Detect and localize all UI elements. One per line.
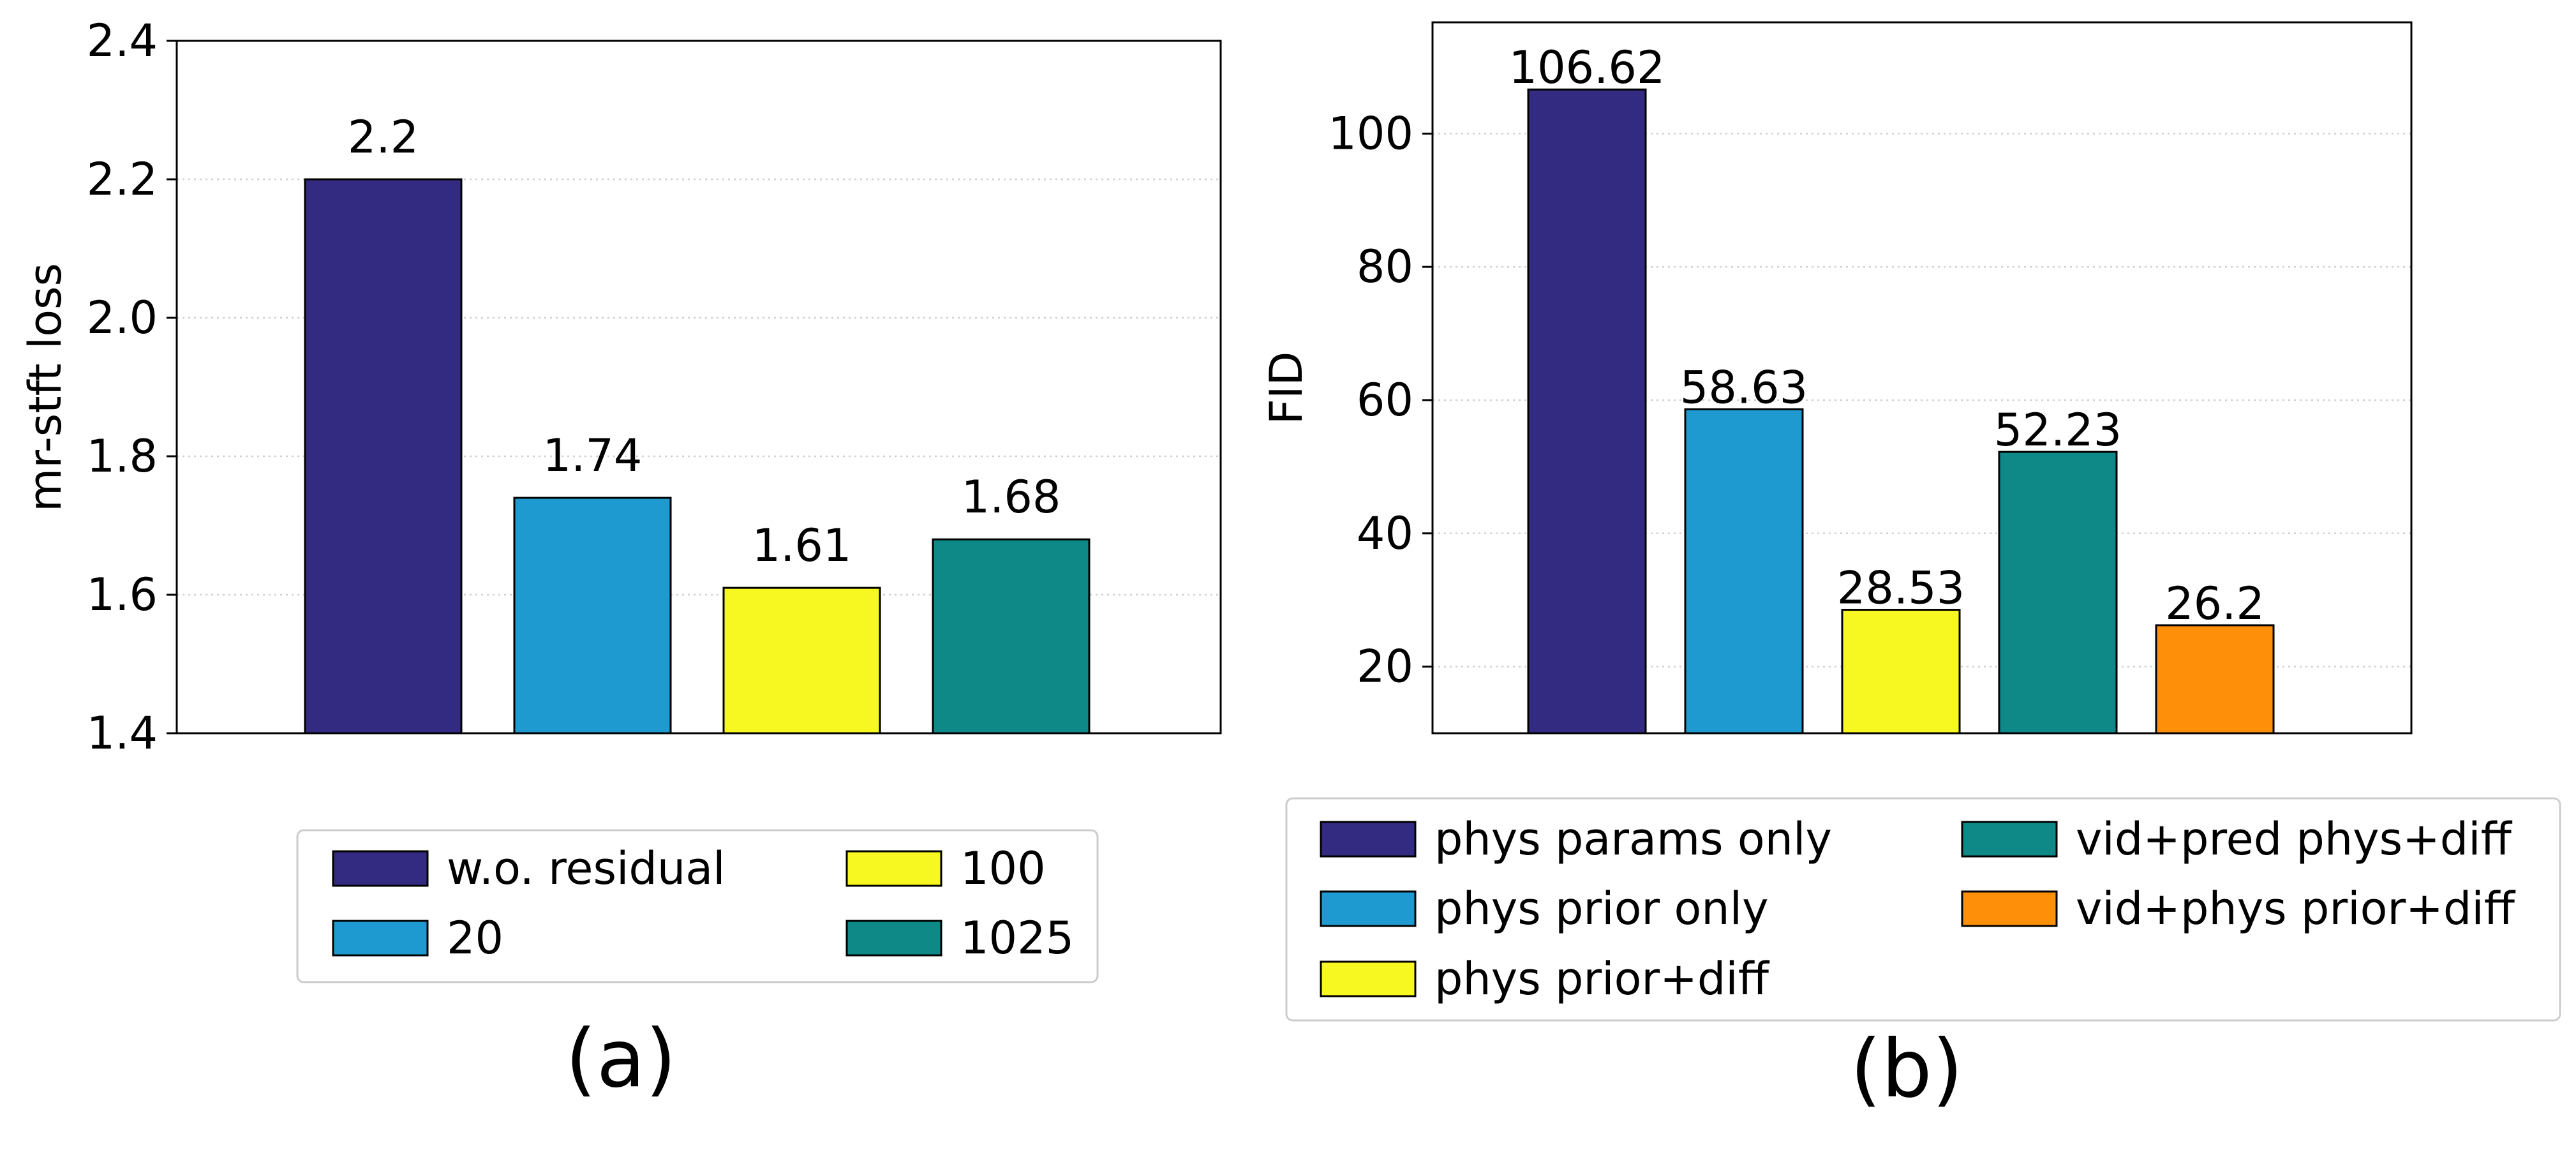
- chart-b-y-axis: 20 40 60 80 100: [1328, 107, 1433, 693]
- chart-b-data-label: 106.62: [1509, 41, 1665, 94]
- chart-a-data-label: 1.68: [962, 471, 1061, 523]
- chart-a-plot-frame: [175, 40, 1222, 735]
- chart-a-bar: [932, 538, 1091, 735]
- chart-b-y-tick-label: 20: [1357, 641, 1413, 693]
- chart-b-data-label: 58.63: [1680, 361, 1808, 414]
- chart-a-data-label: 1.61: [752, 519, 852, 572]
- chart-b-legend-swatch: [1320, 960, 1417, 997]
- chart-b-plot-frame: [1431, 21, 2413, 735]
- chart-b-legend-label: vid+phys prior+diff: [2076, 883, 2516, 935]
- chart-a-legend-label: 1025: [960, 912, 1074, 964]
- chart-b-y-tick-label: 60: [1357, 374, 1413, 426]
- chart-b-legend-label: phys prior+diff: [1434, 953, 1770, 1005]
- chart-b-bar: [2155, 624, 2275, 735]
- chart-b-legend-swatch: [1320, 890, 1417, 927]
- chart-a-legend-swatch: [845, 850, 942, 887]
- chart-a-bar: [722, 586, 881, 735]
- chart-a-data-label: 1.74: [543, 429, 643, 482]
- chart-a-y-tick-label: 2.2: [87, 153, 158, 205]
- chart-a-legend-swatch: [332, 920, 429, 957]
- chart-a-data-label: 2.2: [348, 111, 419, 163]
- chart-b-y-tick-label: 40: [1357, 507, 1413, 560]
- chart-b-legend: phys params only phys prior only phys prio…: [1285, 797, 2561, 1022]
- chart-b-bar: [1684, 408, 1804, 735]
- chart-a-y-tick-label: 1.6: [87, 569, 158, 621]
- chart-b-y-tick-label: 100: [1328, 107, 1413, 160]
- chart-b-panel-label: (b): [1850, 1023, 1963, 1116]
- chart-b-data-label: 52.23: [1994, 404, 2122, 456]
- chart-b-legend-items: phys params only phys prior only phys prio…: [1320, 813, 2516, 1005]
- chart-b-bar: [1527, 88, 1647, 735]
- chart-a-y-tick-label: 1.4: [87, 707, 158, 759]
- chart-a-y-tick-label: 2.4: [87, 15, 158, 67]
- chart-a-data-labels: 2.2 1.74 1.61 1.68: [348, 111, 1061, 572]
- chart-a-panel-label: (a): [565, 1013, 676, 1105]
- chart-b-legend-label: vid+pred phys+diff: [2076, 813, 2513, 865]
- chart-a-legend-swatch: [332, 850, 429, 887]
- chart-b-data-label: 26.2: [2165, 578, 2265, 630]
- chart-b-legend-swatch: [1961, 890, 2058, 927]
- chart-a-legend-label: w.o. residual: [447, 842, 726, 895]
- chart-a-y-axis-label: mr-stft loss: [19, 263, 71, 512]
- chart-b-y-tick-label: 80: [1357, 241, 1413, 293]
- chart-a: 1.4 1.6 1.8 2.0 2.2 2.4 2.2 1.74 1.61 1.68 mr-st…: [19, 15, 1222, 1105]
- chart-b-data-label: 28.53: [1837, 562, 1965, 615]
- chart-a-legend-swatch: [845, 920, 942, 957]
- chart-b: 20 40 60 80 100 106.62 58.63 28.53 52.23 26.2 FI…: [1260, 21, 2561, 1116]
- chart-a-y-tick-label: 1.8: [87, 430, 158, 482]
- chart-b-legend-box: [1285, 797, 2561, 1022]
- chart-a-y-tick-label: 2.0: [87, 292, 158, 344]
- chart-b-bar: [1841, 609, 1961, 735]
- chart-b-data-labels: 106.62 58.63 28.53 52.23 26.2: [1509, 41, 2265, 630]
- chart-a-bars: [304, 178, 1091, 735]
- chart-a-y-axis: 1.4 1.6 1.8 2.0 2.2 2.4: [87, 15, 177, 759]
- chart-b-legend-swatch: [1961, 821, 2058, 858]
- chart-b-legend-label: phys params only: [1434, 813, 1832, 865]
- chart-a-legend-label: 100: [960, 842, 1046, 895]
- chart-b-bars: [1527, 88, 2275, 735]
- chart-b-bar: [1998, 451, 2118, 735]
- chart-a-bar: [513, 496, 672, 735]
- chart-b-legend-label: phys prior only: [1434, 883, 1769, 935]
- chart-a-legend-label: 20: [447, 912, 503, 964]
- chart-b-legend-swatch: [1320, 821, 1417, 858]
- chart-b-y-axis-label: FID: [1260, 352, 1313, 425]
- chart-a-legend-items: w.o. residual 20 100 1025: [332, 842, 1074, 964]
- chart-a-legend: w.o. residual 20 100 1025: [296, 829, 1099, 983]
- chart-a-bar: [304, 178, 463, 735]
